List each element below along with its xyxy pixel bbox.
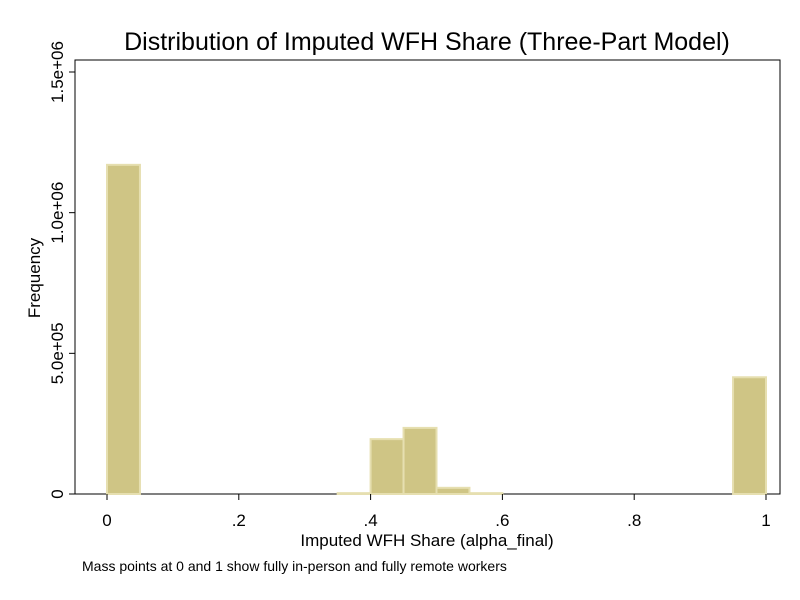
chart-note: Mass points at 0 and 1 show fully in-per…	[82, 558, 507, 574]
x-axis-label: Imputed WFH Share (alpha_final)	[300, 531, 553, 550]
y-axis-label: Frequency	[25, 237, 44, 318]
histogram-bar	[106, 163, 141, 495]
y-tick-label: 1.5e+06	[48, 41, 67, 103]
x-tick-label: 1	[761, 511, 770, 530]
histogram-bar	[468, 492, 504, 496]
histogram-bar	[732, 376, 767, 496]
histogram-bar	[402, 426, 438, 495]
histogram-bar	[435, 486, 471, 496]
x-axis: 0 .2 .4 .6 .8 1	[102, 494, 771, 530]
y-tick-label: 0	[48, 489, 67, 498]
x-tick-label: .6	[495, 511, 509, 530]
histogram-bar	[369, 438, 405, 496]
histogram-bar	[336, 492, 372, 496]
x-tick-label: .4	[364, 511, 378, 530]
y-tick-label: 1.0e+06	[48, 182, 67, 244]
histogram-bars	[106, 163, 767, 496]
chart-title: Distribution of Imputed WFH Share (Three…	[124, 28, 730, 56]
x-tick-label: 0	[102, 511, 111, 530]
y-axis: 0 5.0e+05 1.0e+06 1.5e+06	[48, 41, 75, 499]
y-tick-label: 5.0e+05	[48, 322, 67, 384]
x-tick-label: .8	[627, 511, 641, 530]
x-tick-label: .2	[232, 511, 246, 530]
